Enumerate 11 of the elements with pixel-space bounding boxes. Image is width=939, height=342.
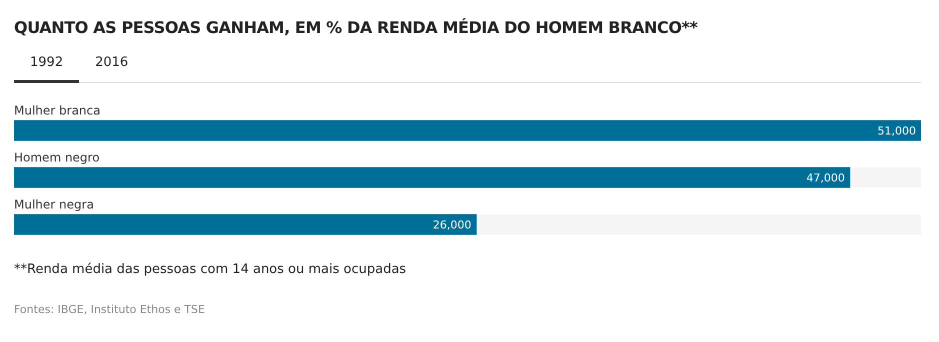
text: 1992 <box>14 49 80 83</box>
y-tick-label: Mulher branca <box>14 104 100 118</box>
text: Fontes: IBGE, Instituto Ethos e TSE <box>14 303 206 316</box>
text: **Renda média das pessoas com 14 anos ou mais ocupadas <box>14 262 408 277</box>
y-tick-label: Homem negro <box>14 150 100 165</box>
data-label: 51,000 <box>878 124 916 138</box>
data-label: 26,000 <box>432 218 472 232</box>
chart-title: QUANTO AS PESSOAS GANHAM, EM % DA RENDA MÉDIA DO HOMEM BRANCO** <box>14 18 698 37</box>
text: 2016 <box>94 54 130 72</box>
data-label: 47,000 <box>806 171 845 184</box>
y-tick-label: Mulher negra <box>14 198 94 212</box>
